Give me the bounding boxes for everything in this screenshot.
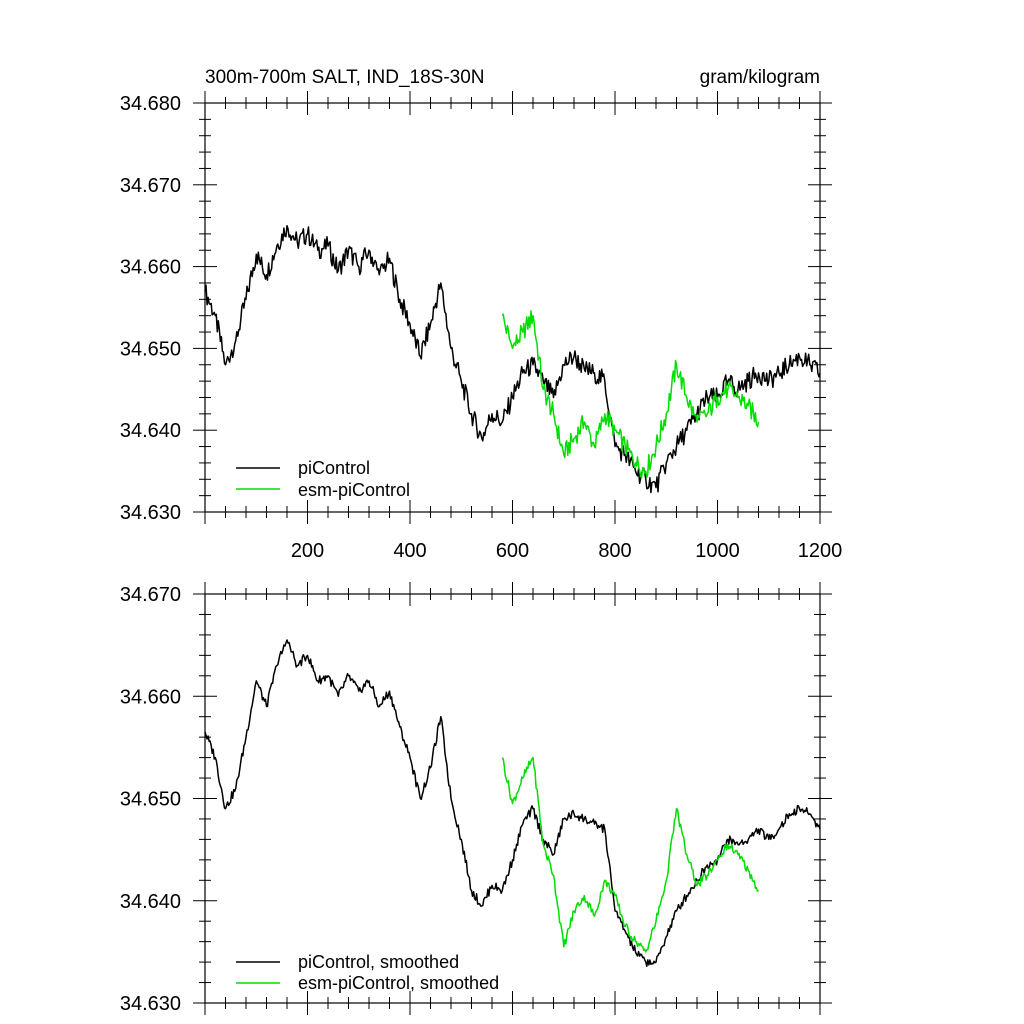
x-tick-label: 1200: [798, 540, 843, 562]
y-tick-label: 34.650: [120, 789, 181, 811]
y-tick-label: 34.670: [120, 584, 181, 606]
legend-label-picontrol-smoothed: piControl, smoothed: [298, 952, 459, 972]
plot-frame: [204, 593, 821, 1004]
x-tick-label: 400: [393, 540, 426, 562]
x-tick-label: 800: [598, 540, 631, 562]
x-tick-label: 1000: [695, 540, 740, 562]
y-tick-label: 34.640: [120, 891, 181, 913]
plot-frame: [204, 102, 821, 513]
y-tick-label: 34.630: [120, 502, 181, 524]
legend-label-picontrol: piControl: [298, 458, 370, 478]
y-tick-labels: 34.630 34.640 34.650 34.660 34.670 34.680: [120, 93, 181, 524]
y-tick-labels: 34.630 34.640 34.650 34.660 34.670: [120, 584, 181, 1015]
y-tick-label: 34.670: [120, 175, 181, 197]
units-label: gram/kilogram: [700, 67, 820, 88]
legend-label-esm-picontrol-smoothed: esm-piControl, smoothed: [298, 973, 499, 993]
y-tick-label: 34.640: [120, 420, 181, 442]
y-tick-label: 34.630: [120, 993, 181, 1015]
legend: piControl esm-piControl: [236, 458, 410, 500]
x-tick-label: 600: [496, 540, 529, 562]
x-tick-labels: 200 400 600 800 1000 1200: [291, 540, 842, 562]
axis-ticks: [193, 582, 832, 1015]
x-tick-label: 200: [291, 540, 324, 562]
series-lines: [204, 224, 821, 494]
y-tick-label: 34.660: [120, 257, 181, 279]
bottom-panel: 34.630 34.640 34.650 34.660 34.670 piControl…: [120, 582, 832, 1015]
y-tick-label: 34.650: [120, 338, 181, 360]
y-tick-label: 34.680: [120, 93, 181, 115]
axis-ticks: [193, 91, 832, 524]
series-line-esm-picontrol: [501, 310, 760, 479]
y-tick-label: 34.660: [120, 686, 181, 708]
series-lines: [204, 639, 821, 968]
series-line-picontrol: [204, 224, 821, 494]
series-line-esm-picontrol-smoothed: [501, 756, 759, 953]
top-panel: 300m-700m SALT, IND_18S-30N gram/kilogra…: [120, 67, 842, 562]
chart-title: 300m-700m SALT, IND_18S-30N: [205, 67, 485, 88]
legend-label-esm-picontrol: esm-piControl: [298, 480, 410, 500]
legend: piControl, smoothed esm-piControl, smoot…: [236, 952, 499, 993]
